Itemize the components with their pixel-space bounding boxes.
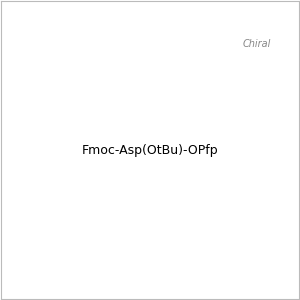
Text: Fmoc-Asp(OtBu)-OPfp: Fmoc-Asp(OtBu)-OPfp	[82, 143, 218, 157]
Text: Chiral: Chiral	[243, 38, 272, 49]
